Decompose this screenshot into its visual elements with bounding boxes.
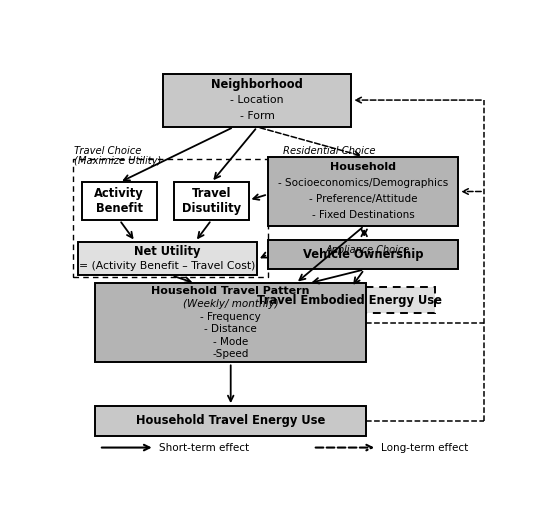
Text: Travel
Disutility: Travel Disutility [182,187,241,215]
Text: Household Travel Energy Use: Household Travel Energy Use [136,414,325,427]
Text: - Socioeconomics/Demographics: - Socioeconomics/Demographics [278,178,448,188]
Bar [163,74,352,127]
Text: Vehicle Ownership: Vehicle Ownership [303,248,423,261]
Bar [268,157,458,226]
Text: Activity
Benefit: Activity Benefit [94,187,144,215]
Text: Neighborhood: Neighborhood [211,78,303,90]
Text: Travel Choice: Travel Choice [74,146,141,156]
Text: Appliance Choice: Appliance Choice [326,245,410,254]
Text: Travel Embodied Energy Use: Travel Embodied Energy Use [257,293,442,307]
Text: Net Utility: Net Utility [134,245,200,258]
Bar [174,182,248,220]
Bar [82,182,157,220]
Text: - Fixed Destinations: - Fixed Destinations [312,210,415,221]
Text: (Maximize Utility): (Maximize Utility) [74,156,162,167]
Bar [268,240,458,269]
Text: Residential Choice: Residential Choice [283,146,375,156]
Text: -Speed: -Speed [213,350,249,359]
Text: - Form: - Form [240,112,275,121]
Text: = (Activity Benefit – Travel Cost): = (Activity Benefit – Travel Cost) [79,261,256,271]
Text: Long-term effect: Long-term effect [381,443,469,452]
Text: - Frequency: - Frequency [200,311,261,322]
Text: - Distance: - Distance [204,324,257,334]
Bar [95,283,367,362]
Text: - Preference/Attitude: - Preference/Attitude [309,194,417,205]
Text: - Mode: - Mode [213,337,248,347]
Bar [95,406,367,436]
Bar [77,242,257,276]
Text: - Location: - Location [231,95,284,105]
Text: Household Travel Pattern: Household Travel Pattern [151,286,310,297]
Bar [73,159,268,278]
Text: Household: Household [330,162,396,172]
Bar [264,287,435,313]
Text: Short-term effect: Short-term effect [159,443,249,452]
Text: (Weekly/ monthly): (Weekly/ monthly) [183,299,278,309]
